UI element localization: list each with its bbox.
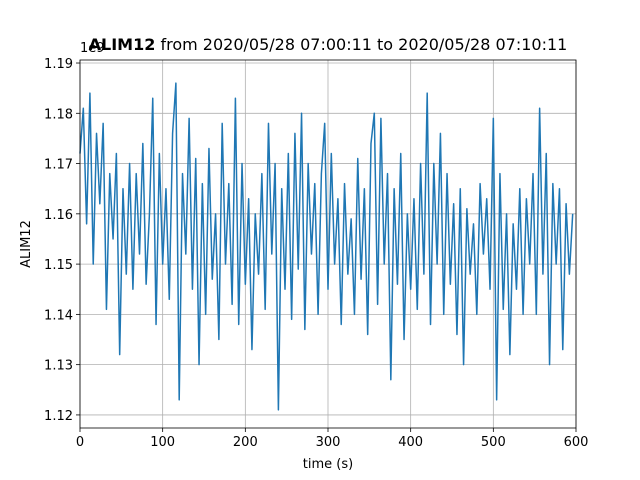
chart-title: ALIM12 from 2020/05/28 07:00:11 to 2020/… (89, 35, 568, 54)
y-tick-label: 1.14 (44, 308, 73, 323)
y-tick-label: 1.15 (44, 258, 73, 273)
y-tick-label: 1.13 (44, 359, 73, 374)
x-tick-label: 300 (316, 435, 341, 450)
y-tick-label: 1.19 (44, 57, 73, 72)
x-tick-label: 500 (481, 435, 506, 450)
title-text: from 2020/05/28 07:00:11 to 2020/05/28 0… (160, 35, 567, 54)
x-tick-label: 400 (398, 435, 423, 450)
y-tick-label: 1.17 (44, 158, 73, 173)
y-axis-label: ALIM12 (19, 220, 34, 268)
x-tick-label: 200 (233, 435, 258, 450)
y-tick-label: 1.12 (44, 409, 73, 424)
y-tick-label: 1.18 (44, 107, 73, 122)
x-tick-label: 100 (150, 435, 175, 450)
x-axis-label: time (s) (303, 457, 353, 472)
plot-frame (79, 59, 577, 429)
y-tick-label: 1.16 (44, 208, 73, 223)
y-offset: 1e9 (80, 41, 105, 56)
x-tick-label: 0 (76, 435, 84, 450)
title-name: ALIM12 (89, 35, 156, 54)
data-line (79, 82, 574, 411)
x-tick-label: 600 (564, 435, 589, 450)
